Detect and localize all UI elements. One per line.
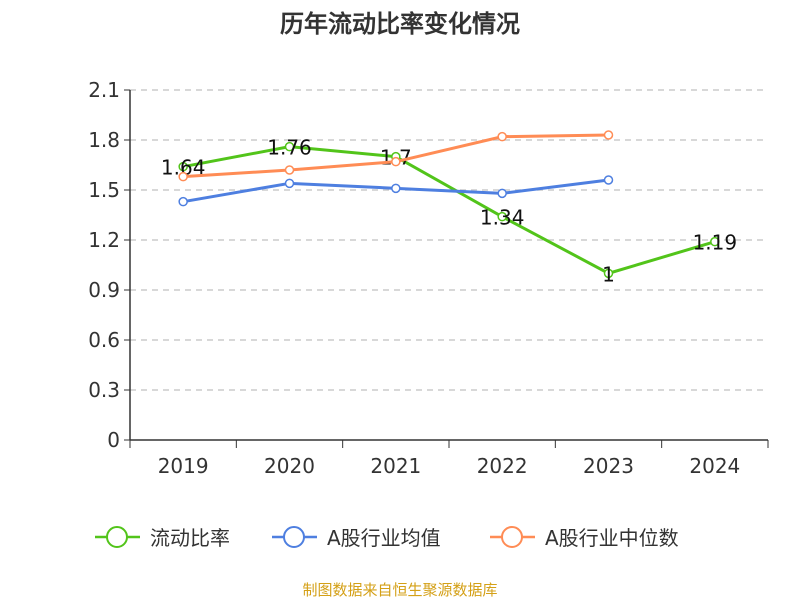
data-point-1 xyxy=(603,175,614,185)
y-tick-label: 0.6 xyxy=(88,328,120,352)
x-tick-label: 2022 xyxy=(477,454,528,478)
y-tick-label: 1.5 xyxy=(88,178,120,202)
y-tick-label: 1.8 xyxy=(88,128,120,152)
x-tick-label: 2023 xyxy=(583,454,634,478)
x-tick-label: 2024 xyxy=(689,454,740,478)
y-tick-label: 2.1 xyxy=(88,78,120,102)
legend-label: A股行业均值 xyxy=(327,526,441,550)
legend-label: 流动比率 xyxy=(150,526,230,550)
data-point-0 xyxy=(178,161,188,172)
y-tick-label: 0.3 xyxy=(88,378,120,402)
data-point-1 xyxy=(391,183,401,194)
chart-title: 历年流动比率变化情况 xyxy=(280,10,520,38)
data-point-2 xyxy=(178,171,188,182)
data-point-2 xyxy=(497,131,507,142)
series-line-0 xyxy=(182,145,716,275)
data-point-1 xyxy=(284,178,295,189)
data-label: 1.76 xyxy=(267,136,312,160)
data-label: 1 xyxy=(602,262,615,286)
data-point-0 xyxy=(710,236,720,247)
data-point-2 xyxy=(284,165,295,175)
data-point-1 xyxy=(497,188,507,199)
x-tick-label: 2020 xyxy=(264,454,315,478)
y-tick-label: 1.2 xyxy=(88,228,120,252)
legend-marker xyxy=(106,526,128,548)
data-point-1 xyxy=(178,196,188,207)
data-point-2 xyxy=(603,130,614,140)
x-tick-label: 2019 xyxy=(158,454,209,478)
data-label: 1.19 xyxy=(693,231,738,255)
legend-marker xyxy=(283,526,305,548)
data-label: 1.34 xyxy=(480,206,525,230)
legend-label: A股行业中位数 xyxy=(545,526,679,550)
y-tick-label: 0.9 xyxy=(88,278,120,302)
data-point-2 xyxy=(391,156,401,167)
data-point-0 xyxy=(497,211,507,222)
y-tick-label: 0 xyxy=(107,428,120,452)
data-point-0 xyxy=(603,268,614,279)
data-point-0 xyxy=(284,141,295,152)
legend-marker xyxy=(501,526,523,548)
source-note: 制图数据来自恒生聚源数据库 xyxy=(302,581,497,599)
x-tick-label: 2021 xyxy=(370,454,421,478)
